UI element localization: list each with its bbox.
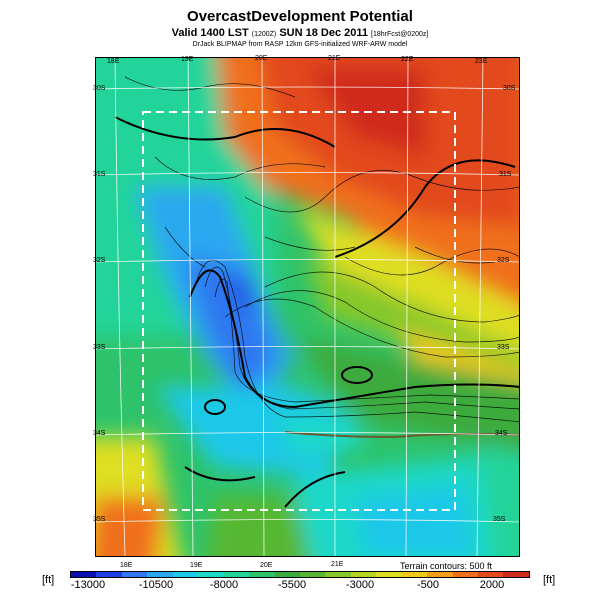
map-panel: 18E 19E 20E 21E 22E 23E 18E 19E 20E 21E …	[93, 55, 520, 569]
valid-time-label: Valid 1400 LST	[171, 27, 249, 39]
lat-label-right: 30S	[503, 85, 516, 92]
colorbar-tick-label: -13000	[70, 579, 106, 591]
colorbar-swatch	[249, 572, 275, 577]
lon-label-top: 19E	[181, 56, 194, 63]
lat-label-right: 32S	[497, 257, 510, 264]
valid-date-label: SUN 18 Dec 2011	[279, 27, 368, 39]
colorbar-tick-label: -3000	[345, 579, 375, 591]
terrain-contour-note: Terrain contours: 500 ft	[400, 561, 493, 571]
lon-label-top: 18E	[107, 58, 120, 65]
map-title: OvercastDevelopment Potential	[187, 8, 413, 25]
lon-label-bottom: 19E	[190, 562, 203, 569]
colorbar-swatch	[96, 572, 122, 577]
color-field	[95, 57, 520, 557]
forecast-hour-label: [18hrFcst@0200z]	[371, 31, 429, 38]
lon-label-bottom: 20E	[260, 562, 273, 569]
lon-label-bottom: 18E	[120, 562, 133, 569]
lat-label-left: 30S	[93, 85, 106, 92]
colorbar-swatch	[427, 572, 453, 577]
colorbar-swatch	[71, 572, 97, 577]
lon-label-top: 21E	[328, 55, 341, 62]
valid-time-line: Valid 1400 LST (1200Z) SUN 18 Dec 2011 […	[0, 27, 600, 39]
colorbar-swatch	[274, 572, 300, 577]
colorbar-tick-label: -8000	[209, 579, 239, 591]
lon-label-top: 22E	[401, 56, 414, 63]
colorbar-tick-label: 2000	[479, 579, 505, 591]
lon-label-top: 20E	[255, 55, 268, 62]
colorbar-swatch	[376, 572, 402, 577]
colorbar-tick-label: -5500	[277, 579, 307, 591]
lat-label-left: 32S	[93, 257, 106, 264]
map-frame	[95, 57, 520, 557]
colorbar-swatch	[147, 572, 173, 577]
colorbar-swatch	[121, 572, 148, 577]
graticule	[95, 57, 520, 557]
colorbar-swatch	[325, 572, 351, 577]
colorbar-swatch	[478, 572, 504, 577]
lat-label-right: 35S	[493, 516, 506, 523]
colorbar-unit-right: [ft]	[543, 574, 556, 586]
colorbar-unit-left: [ft]	[42, 574, 55, 586]
colorbar-tick-label: -500	[416, 579, 440, 591]
colorbar-tick-label: -10500	[138, 579, 174, 591]
model-credit: DrJack BLIPMAP from RASP 12km GFS-initia…	[192, 41, 408, 48]
lat-label-left: 34S	[93, 430, 106, 437]
colorbar-swatch	[299, 572, 326, 577]
colorbar-swatch	[503, 572, 529, 577]
valid-utc-label: (1200Z)	[251, 31, 277, 38]
colorbar-swatch	[172, 572, 199, 577]
colorbar-swatch	[401, 572, 428, 577]
colorbar-swatch	[350, 572, 377, 577]
colorbar-swatch	[452, 572, 478, 577]
colorbar	[70, 571, 530, 578]
lon-label-bottom: 21E	[331, 561, 344, 568]
colorbar-swatch	[223, 572, 250, 577]
lat-label-left: 33S	[93, 344, 106, 351]
colorbar-swatch	[198, 572, 224, 577]
lon-label-top: 23E	[475, 58, 488, 65]
inner-domain-boundary	[142, 111, 456, 511]
lat-label-right: 34S	[495, 430, 508, 437]
lat-label-left: 31S	[93, 171, 106, 178]
terrain-contours	[124, 76, 520, 423]
lat-label-right: 31S	[499, 171, 512, 178]
overcast-map	[95, 57, 520, 557]
lat-label-left: 35S	[93, 516, 106, 523]
lat-label-right: 33S	[497, 344, 510, 351]
